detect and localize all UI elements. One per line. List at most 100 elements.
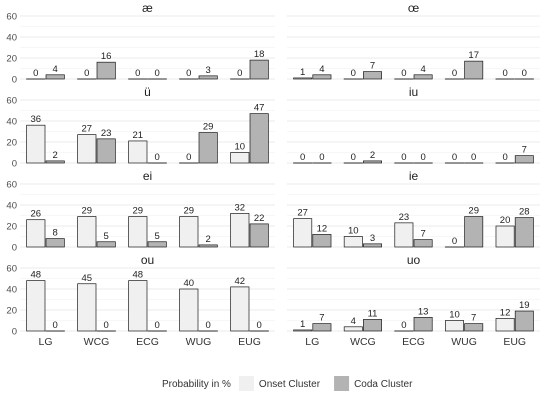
coda-bar-label: 5 [155,231,160,242]
coda-bar [45,238,65,248]
coda-bar [96,61,116,80]
legend-label-0: Onset Cluster [259,379,321,390]
coda-bar-label: 0 [104,320,109,331]
panel-title-6: ou [141,253,154,267]
onset-bar [230,286,250,332]
y-tick-label: 60 [6,264,17,275]
onset-bar [128,140,148,164]
onset-bar-label: 0 [401,320,406,331]
onset-bar-label: 29 [82,206,93,217]
onset-bar [394,222,414,248]
coda-bar-label: 28 [519,207,530,218]
coda-bar-label: 0 [155,320,160,331]
panel-title-0: æ [142,1,153,15]
onset-bar [343,236,363,248]
y-tick-label: 0 [12,327,17,338]
onset-bar-label: 10 [449,310,460,321]
y-tick-label: 20 [6,54,17,65]
onset-bar [179,216,199,248]
coda-bar-label: 12 [317,223,328,234]
onset-bar-label: 10 [348,226,359,237]
coda-bar [363,160,382,164]
coda-bar [198,132,218,164]
coda-bar-label: 0 [471,152,476,163]
coda-bar [514,217,534,248]
panel-title-7: uo [407,253,421,267]
panel-title-1: œ [408,1,419,15]
onset-bar [230,152,250,164]
onset-bar-label: 0 [502,152,507,163]
panel-title-2: ü [144,85,151,99]
coda-bar [198,244,218,248]
coda-bar [413,74,433,80]
onset-bar-label: 0 [33,68,38,79]
coda-bar [413,317,433,332]
y-tick-label: 40 [6,117,17,128]
x-tick-label: EUG [238,336,261,348]
coda-bar-label: 8 [53,228,58,239]
onset-bar-label: 45 [82,273,93,284]
y-tick-label: 0 [12,159,17,170]
coda-bar-label: 4 [319,64,324,75]
y-tick-label: 60 [6,12,17,23]
coda-bar-label: 2 [206,234,211,245]
onset-bar-label: 4 [351,316,356,327]
x-tick-label: LG [38,336,52,348]
x-tick-label: WUG [451,336,477,348]
coda-bar-label: 4 [53,64,58,75]
y-tick-label: 40 [6,33,17,44]
coda-bar [249,59,269,80]
onset-bar [293,218,313,248]
y-tick-label: 60 [6,180,17,191]
coda-bar-label: 18 [254,49,265,60]
coda-bar-label: 29 [468,206,479,217]
coda-bar-label: 16 [101,51,112,62]
onset-bar-label: 29 [184,206,195,217]
coda-bar [363,243,382,248]
coda-bar [464,60,484,80]
onset-bar [77,283,97,332]
onset-bar-label: 0 [452,68,457,79]
y-tick-label: 40 [6,285,17,296]
coda-bar [96,241,116,248]
onset-bar [343,326,363,332]
onset-bar-label: 0 [237,68,242,79]
coda-bar-label: 0 [155,68,160,79]
coda-bar-label: 3 [370,233,375,244]
coda-bar [198,75,218,80]
panel-title-5: ie [409,169,419,183]
onset-bar-label: 10 [235,142,246,153]
x-tick-label: EUG [503,336,526,348]
onset-bar [495,318,515,332]
coda-bar [249,113,269,164]
onset-bar-label: 48 [133,270,144,281]
panel-title-3: iu [409,85,418,99]
onset-bar-label: 20 [500,215,511,226]
onset-bar [128,216,148,248]
onset-bar-label: 23 [399,212,410,223]
coda-bar-label: 0 [522,68,527,79]
coda-bar [45,160,65,164]
y-tick-label: 0 [12,243,17,254]
coda-bar [147,241,167,248]
onset-bar [293,329,313,332]
legend-label-1: Coda Cluster [354,379,413,390]
onset-bar [179,288,199,332]
onset-bar-label: 12 [500,307,511,318]
onset-bar-label: 0 [502,68,507,79]
coda-bar [464,216,484,248]
onset-bar [26,280,46,332]
x-tick-label: WCG [350,336,376,348]
onset-bar-label: 27 [82,124,93,135]
onset-bar-label: 32 [235,202,246,213]
coda-bar [249,223,269,248]
coda-bar-label: 2 [53,150,58,161]
onset-bar [26,124,46,164]
onset-bar-label: 1 [300,319,305,330]
onset-bar [495,225,515,248]
coda-bar-label: 7 [370,61,375,72]
onset-bar-label: 0 [452,152,457,163]
onset-bar-label: 29 [133,206,144,217]
